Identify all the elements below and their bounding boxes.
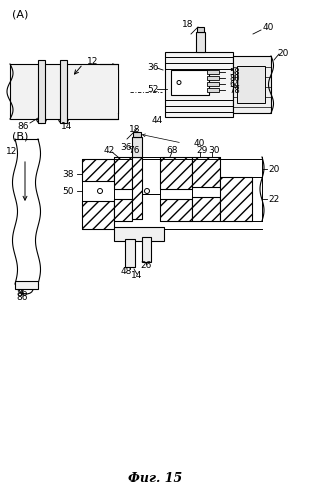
Bar [237,66,265,103]
Circle shape [98,189,103,194]
Bar [125,239,135,267]
Text: 80: 80 [229,73,240,82]
Bar [192,197,220,221]
Bar [114,227,164,241]
Text: 40: 40 [262,22,274,31]
Text: 48: 48 [120,266,132,275]
Text: 18: 18 [129,124,141,134]
Bar [207,88,219,92]
Bar [160,157,192,189]
Bar [133,132,141,137]
Bar [171,70,209,95]
Bar [114,157,132,189]
Text: 86: 86 [16,292,28,301]
Bar [196,32,205,52]
Bar [60,60,67,123]
Text: 58: 58 [229,67,240,76]
Text: 36: 36 [147,62,159,71]
Text: Фиг. 15: Фиг. 15 [128,472,182,485]
Circle shape [144,189,149,194]
Text: (B): (B) [12,131,29,141]
Bar [82,201,114,229]
Bar [165,52,233,117]
Text: 40: 40 [194,139,205,148]
Circle shape [177,80,181,84]
Text: 78: 78 [229,85,240,94]
Text: 29: 29 [196,146,208,155]
Bar [15,281,38,289]
Text: 12: 12 [6,147,18,156]
Bar [82,159,114,181]
Text: 30: 30 [208,146,220,155]
Bar [38,60,45,123]
Text: 76: 76 [128,146,140,155]
Text: 64: 64 [229,79,240,88]
Bar [114,199,132,221]
Text: 52: 52 [147,84,159,93]
Bar [207,76,219,80]
Bar [142,157,160,194]
Text: 14: 14 [61,121,73,131]
Text: 36: 36 [120,143,132,152]
Bar [220,177,252,221]
Bar [207,82,219,86]
Text: 86: 86 [16,288,28,297]
Text: 26: 26 [140,261,152,270]
Text: 44: 44 [152,115,163,124]
Text: 42: 42 [103,146,115,155]
Bar [192,157,220,187]
Bar [207,70,219,74]
Bar [100,70,118,113]
Text: 18: 18 [182,19,194,28]
Text: 12: 12 [87,56,98,65]
Text: 22: 22 [268,195,279,204]
Bar [132,137,142,157]
Bar [142,237,151,262]
Bar [197,27,204,32]
Text: 14: 14 [131,271,143,280]
Text: 50: 50 [63,187,74,196]
Text: 86: 86 [17,121,29,131]
Text: 38: 38 [63,170,74,179]
Text: 68: 68 [166,146,178,155]
Bar [233,56,271,113]
Bar [132,157,142,219]
Text: 20: 20 [277,48,289,57]
Text: 20: 20 [268,165,279,174]
Text: (A): (A) [12,9,29,19]
Bar [160,199,192,221]
Bar [10,64,118,119]
